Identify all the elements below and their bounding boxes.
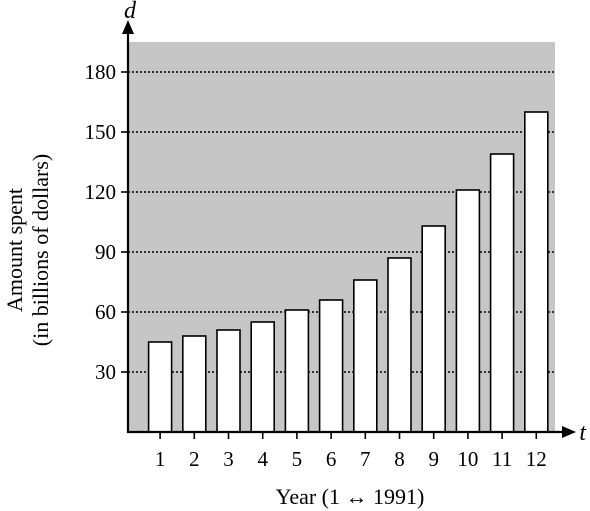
x-tick-label: 12: [526, 447, 547, 471]
x-tick-label: 9: [428, 447, 439, 471]
x-axis-arrow: [562, 426, 576, 438]
y-tick-label: 180: [85, 60, 117, 84]
x-axis-title: Year (1 ↔ 1991): [276, 484, 425, 509]
x-tick-label: 5: [292, 447, 303, 471]
x-tick-label: 6: [326, 447, 337, 471]
bar: [455, 189, 481, 433]
y-tick-label: 60: [95, 300, 116, 324]
x-tick-labels: 1 2 3 4 5 6 7 8 9 10 11 12: [155, 447, 547, 471]
axes: [121, 20, 576, 439]
x-tick-label: 8: [394, 447, 405, 471]
bar: [387, 257, 412, 433]
x-tick-label: 10: [457, 447, 478, 471]
y-axis-title-line2: (in billions of dollars): [28, 154, 53, 346]
x-tick-label: 7: [360, 447, 371, 471]
y-tick-label: 120: [85, 180, 117, 204]
bar: [352, 279, 378, 433]
bar: [421, 225, 447, 433]
x-tick-label: 2: [189, 447, 200, 471]
bar: [250, 321, 275, 433]
bar: [182, 335, 207, 433]
y-axis-title: Amount spent (in billions of dollars): [2, 154, 53, 346]
bar: [523, 111, 549, 433]
x-tick-label: 3: [223, 447, 234, 471]
y-axis-title-line1: Amount spent: [2, 188, 27, 312]
x-tick-label: 4: [257, 447, 268, 471]
bar: [284, 309, 310, 433]
y-axis-variable: d: [124, 0, 137, 24]
bar: [147, 341, 173, 433]
y-tick-labels: 30 60 90 120 150 180: [85, 60, 117, 384]
bar: [489, 153, 515, 433]
x-tick-label: 1: [155, 447, 166, 471]
y-tick-label: 30: [95, 360, 116, 384]
bar: [318, 299, 344, 433]
bar: [216, 329, 241, 433]
y-tick-label: 150: [85, 120, 117, 144]
y-axis-arrow: [122, 20, 134, 34]
x-axis-variable: t: [579, 420, 587, 446]
y-tick-label: 90: [95, 240, 116, 264]
x-tick-label: 11: [492, 447, 512, 471]
